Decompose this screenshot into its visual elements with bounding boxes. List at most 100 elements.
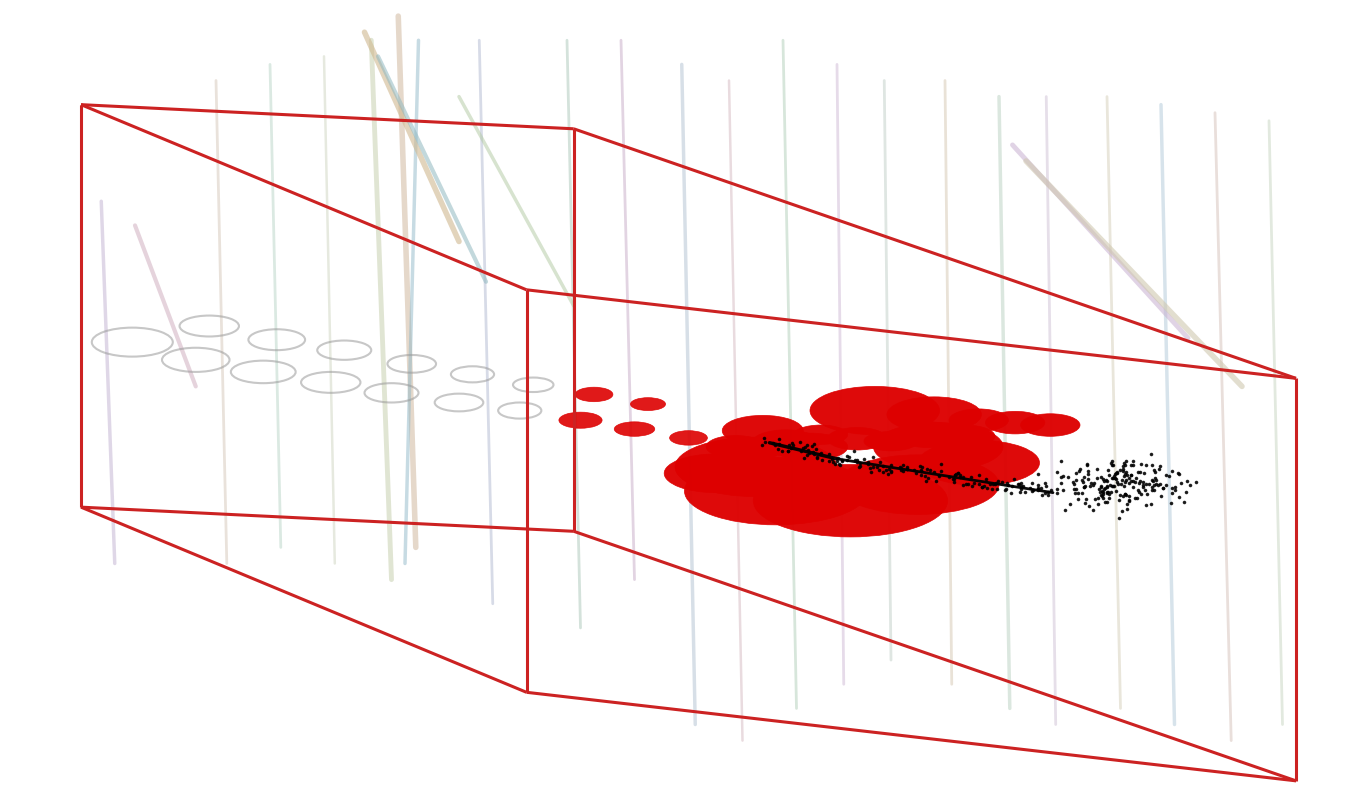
Point xyxy=(1038,489,1060,502)
Point xyxy=(1115,497,1137,510)
Point xyxy=(1087,471,1108,484)
Point xyxy=(1111,462,1133,475)
Point xyxy=(824,457,845,470)
Point xyxy=(964,477,986,489)
Ellipse shape xyxy=(675,437,837,497)
Point xyxy=(1165,484,1187,497)
Point xyxy=(1125,471,1146,484)
Point xyxy=(1107,477,1129,490)
Point xyxy=(1034,477,1056,490)
Point xyxy=(944,469,965,481)
Point xyxy=(1146,477,1168,490)
Point xyxy=(1052,470,1073,483)
Point xyxy=(1096,486,1118,499)
Point xyxy=(1179,479,1200,492)
Point xyxy=(914,470,936,483)
Point xyxy=(1115,454,1137,467)
Point xyxy=(1133,476,1154,489)
Point xyxy=(1108,488,1130,501)
Point xyxy=(991,476,1012,489)
Point xyxy=(983,478,1004,491)
Point xyxy=(1156,478,1177,491)
Point xyxy=(1076,457,1098,470)
Point xyxy=(1100,459,1122,472)
Point xyxy=(861,460,883,473)
Point xyxy=(1116,503,1138,516)
Point xyxy=(1115,465,1137,478)
Point xyxy=(892,458,914,471)
Ellipse shape xyxy=(828,427,887,450)
Ellipse shape xyxy=(706,436,765,458)
Point xyxy=(776,444,798,457)
Point xyxy=(1027,483,1049,496)
Point xyxy=(1107,465,1129,478)
Point xyxy=(764,439,786,452)
Point xyxy=(1052,483,1073,496)
Point xyxy=(1118,477,1139,489)
Point xyxy=(1141,497,1162,510)
Point xyxy=(1095,473,1116,486)
Point xyxy=(809,448,830,460)
Point xyxy=(1158,469,1180,482)
Point xyxy=(1034,479,1056,492)
Point xyxy=(892,464,914,477)
Ellipse shape xyxy=(936,425,995,448)
Point xyxy=(1108,512,1130,525)
Point xyxy=(1076,459,1098,472)
Point xyxy=(1089,485,1111,498)
Point xyxy=(1084,477,1106,489)
Point xyxy=(1011,482,1033,495)
Point xyxy=(1096,496,1118,509)
Point xyxy=(1000,480,1022,493)
Point xyxy=(976,482,998,495)
Point xyxy=(975,472,996,485)
Point xyxy=(821,452,842,465)
Point xyxy=(945,467,967,480)
Point xyxy=(1096,485,1118,498)
Point xyxy=(944,473,965,485)
Point xyxy=(753,436,775,448)
Point xyxy=(1050,476,1072,489)
Point xyxy=(780,442,802,455)
Point xyxy=(836,453,857,466)
Point xyxy=(1103,479,1125,492)
Point xyxy=(1106,485,1127,497)
Point xyxy=(778,444,799,457)
Point xyxy=(1098,492,1119,505)
Point xyxy=(826,455,848,468)
Point xyxy=(1102,471,1123,484)
Point xyxy=(944,476,965,489)
Point xyxy=(979,478,1000,491)
Point xyxy=(844,444,865,457)
Point xyxy=(1068,487,1089,500)
Point xyxy=(1114,480,1135,493)
Point xyxy=(910,464,932,477)
Point xyxy=(946,467,968,480)
Point xyxy=(1077,468,1099,481)
Point xyxy=(1065,483,1087,496)
Point xyxy=(1120,469,1142,481)
Point xyxy=(1146,474,1168,487)
Point xyxy=(1046,482,1068,495)
Ellipse shape xyxy=(949,409,1008,431)
Point xyxy=(1065,474,1087,487)
Point xyxy=(1129,465,1150,478)
Point xyxy=(906,466,927,479)
Point xyxy=(1161,486,1183,499)
Point xyxy=(949,469,971,481)
Point xyxy=(1046,465,1068,478)
Point xyxy=(829,458,850,471)
Point xyxy=(1143,478,1165,491)
Ellipse shape xyxy=(630,398,666,411)
Point xyxy=(903,464,925,477)
Ellipse shape xyxy=(720,440,779,462)
Point xyxy=(1069,463,1091,476)
Point xyxy=(794,440,815,453)
Point xyxy=(1111,505,1133,518)
Point xyxy=(1123,492,1145,505)
Point xyxy=(822,455,844,468)
Point xyxy=(1141,484,1162,497)
Point xyxy=(1161,481,1183,494)
Point xyxy=(1022,485,1044,497)
Ellipse shape xyxy=(810,386,940,435)
